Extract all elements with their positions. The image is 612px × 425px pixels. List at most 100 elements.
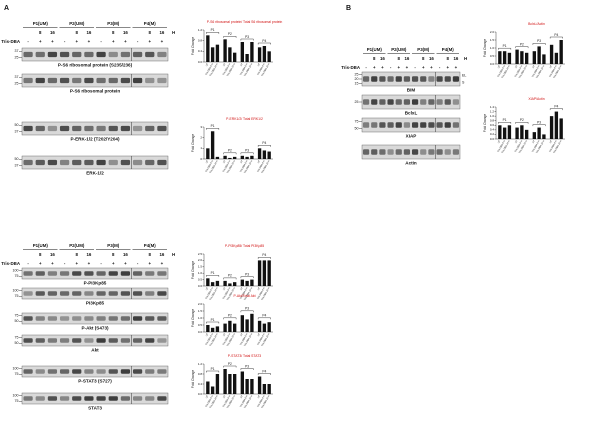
blot-band [145,51,155,58]
x-tick-label: Tris-DBA 8 H [239,160,248,173]
y-tick-label: 1.5 [490,38,495,42]
treatment-sign: + [161,261,164,266]
blot-band [108,396,118,401]
blot-band [59,77,70,84]
blot-band [47,77,58,84]
blot-band [452,122,460,128]
bar [262,150,267,159]
cell-line-label: P3(M) [107,243,119,248]
group-bracket [206,128,220,130]
blot-band [35,396,45,401]
x-tick-label: Tris-DBA 8 H [205,160,214,173]
treatment-sign: - [365,65,367,70]
blot-band [72,369,82,374]
blot-band [120,338,131,343]
time-label: 16 [453,56,458,61]
cell-line-label: P4(M) [144,243,156,248]
blot-band [108,271,118,276]
x-tick-label: Tris-DBA 8 H [222,287,231,300]
bar [245,319,249,332]
blot-band [387,76,394,82]
blot-band [59,316,70,321]
bar [250,279,254,286]
x-tick-label: Tris-DBA 8 H [257,160,266,173]
treatment-sign: + [422,65,425,70]
x-tick-label: Tris-DBA 16 H [518,140,528,154]
group-bracket [549,36,563,39]
y-tick-label: 1.0 [490,46,495,50]
x-tick-label: Tris-DBA 8 H [497,65,506,78]
marker-label: 37 [15,75,19,79]
time-label: 16 [429,56,434,61]
blot-band [72,77,82,84]
marker-label: 75 [355,119,359,123]
bar [250,379,254,394]
bar [267,322,271,332]
blot-band [428,149,435,155]
group-bracket [257,373,271,375]
x-tick-label: Tris-DBA 16 H [226,287,236,301]
x-tick-label: UT [515,140,519,144]
treatment-sign: + [373,65,376,70]
marker-label: 25 [355,72,359,76]
blot-band [157,396,167,401]
x-tick-label: Tris-DBA 16 H [518,65,528,79]
x-tick-label: Tris-DBA 8 H [531,65,540,78]
blot-band [452,76,460,82]
blot-band [120,51,131,58]
chart-title: P-PI3Kp85/ Total PI3Kp85 [225,244,264,248]
blot-band [96,338,106,343]
blot-band [84,271,94,276]
x-tick-label: Tris-DBA 16 H [243,333,253,347]
x-tick-label: Tris-DBA 8 H [222,160,231,173]
blot-band [59,338,70,343]
group-label: P2 [228,274,232,278]
y-tick-label: 2.0 [490,30,495,34]
blot-band [23,271,33,276]
treatment-label: Tris-DBA [1,261,21,266]
y-tick-label: 1.0 [490,114,495,118]
y-tick-label: 1 [200,146,202,150]
blot-label: BclxL [405,111,418,116]
bar [223,369,227,394]
blot-band [47,396,58,401]
time-label: 8 [447,56,450,61]
x-tick-label: Tris-DBA 16 H [261,395,271,409]
bar [502,51,507,64]
marker-label: 25 [15,56,19,60]
blot-label: P-STAT3 (S727) [78,379,112,384]
marker-label: 100 [13,269,19,273]
blot-band [108,338,118,343]
bar [250,42,254,62]
blot-label: BIM [407,88,416,93]
blot-band [145,125,155,132]
blot-band [132,51,143,58]
group-label: P1 [503,44,507,48]
group-label: P4 [262,314,266,318]
bar [524,52,529,64]
blot-band [411,99,419,105]
y-tick-label: 0.4 [198,382,203,386]
blot-band [452,149,460,155]
x-tick-label: Tris-DBA 16 H [226,333,236,347]
group-bracket [223,36,237,38]
x-tick-label: UT [550,140,554,144]
y-tick-label: 0 [200,157,202,161]
blot-band [59,125,70,132]
y-tick-label: 3 [200,125,202,129]
treatment-sign: - [100,261,102,266]
group-bracket [532,124,546,127]
treatment-label: Tris-DBA [1,39,21,44]
group-bracket [498,48,512,50]
chart-title: P-ERK1/2/ Total ERK1/2 [226,117,263,121]
group-bracket [257,42,271,45]
blot-band [72,291,82,296]
y-axis-label: Fold Change [191,37,195,55]
blot-band [403,149,411,155]
blot-band [436,149,443,155]
y-tick-label: 0.8 [198,38,203,42]
chart-title: P-Akt/Total Akt [233,294,255,298]
blot-band [436,99,443,105]
cell-line-label: P2(UM) [391,47,407,52]
blot-label: P-PI3Kp85 [84,281,107,286]
